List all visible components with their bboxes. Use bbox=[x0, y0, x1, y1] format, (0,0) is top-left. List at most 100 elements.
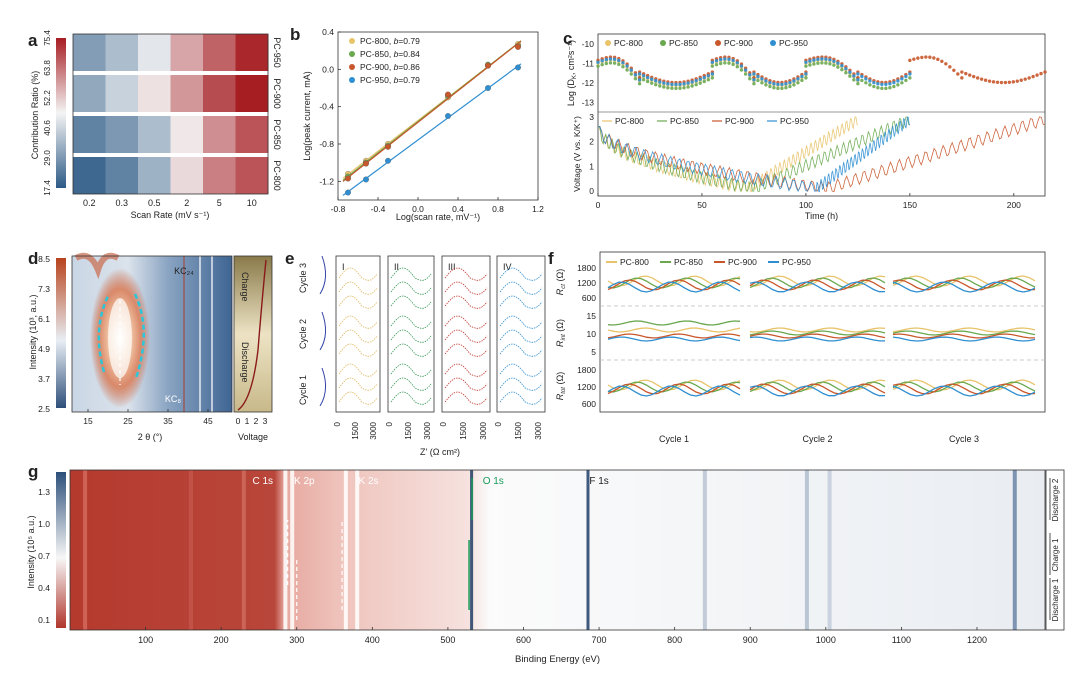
y-tick-label: -11 bbox=[582, 58, 594, 68]
cycle-label: Cycle 2 bbox=[298, 319, 308, 349]
x-category-label: Cycle 1 bbox=[659, 434, 689, 444]
diffusion-point bbox=[760, 77, 764, 81]
diffusion-point bbox=[694, 79, 698, 83]
diffusion-point bbox=[828, 58, 832, 62]
spectral-band bbox=[343, 470, 348, 630]
stage-label: Charge 1 bbox=[1051, 538, 1060, 571]
diffusion-point bbox=[856, 78, 860, 82]
diffusion-point bbox=[650, 77, 654, 81]
nyquist-curve bbox=[444, 391, 488, 405]
heatmap-cell bbox=[235, 116, 269, 153]
x-tick-label: 15 bbox=[83, 416, 93, 426]
x-tick-label: 0.5 bbox=[148, 198, 161, 208]
nyquist-curve bbox=[444, 295, 488, 309]
diffusion-point bbox=[932, 56, 936, 60]
diffusion-point bbox=[756, 74, 760, 79]
x-tick-label: 3000 bbox=[369, 421, 378, 439]
row-label: PC-900 bbox=[272, 78, 282, 109]
x-tick-label: 0.0 bbox=[412, 204, 424, 214]
diffusion-point bbox=[739, 64, 744, 68]
column-label: III bbox=[448, 262, 456, 272]
diffusion-point bbox=[920, 55, 924, 60]
heatmap-frame bbox=[72, 33, 269, 195]
plot-frame bbox=[337, 31, 539, 201]
y-tick-label: 15 bbox=[587, 311, 597, 321]
row-label: PC-850 bbox=[272, 119, 282, 150]
colorbar-tick: 1.0 bbox=[38, 519, 50, 529]
stage-strip bbox=[1045, 469, 1065, 631]
diffusion-point bbox=[868, 79, 872, 83]
heatmap-cell bbox=[105, 34, 139, 71]
diffusion-point bbox=[836, 65, 840, 69]
diffusion-point bbox=[743, 68, 748, 72]
x-tick-label: 0.2 bbox=[83, 198, 96, 208]
colorbar-tick: 63.8 bbox=[43, 60, 52, 76]
resistance-line bbox=[749, 277, 886, 289]
subscript: tot bbox=[561, 387, 567, 394]
resistance-line bbox=[892, 275, 1036, 287]
y-tick-label: -12 bbox=[582, 78, 595, 88]
colorbar bbox=[56, 472, 66, 628]
diffusion-point bbox=[848, 70, 852, 74]
side-x-axis-label: Voltage bbox=[238, 432, 268, 442]
resistance-line bbox=[607, 320, 741, 326]
eis-frame bbox=[335, 255, 381, 413]
diffusion-point bbox=[844, 70, 848, 75]
diffusion-point bbox=[904, 78, 908, 83]
diffusion-point bbox=[1043, 70, 1047, 74]
y-axis-label: Rint (Ω) bbox=[555, 319, 567, 347]
diffusion-point bbox=[812, 58, 816, 62]
x-tick-label: 0 bbox=[596, 200, 601, 210]
nyquist-curve bbox=[390, 329, 432, 343]
diffusion-point bbox=[625, 64, 629, 68]
resistance-line bbox=[749, 281, 886, 293]
diffusion-point bbox=[892, 84, 896, 89]
peak-label: K 2s bbox=[359, 476, 379, 487]
colorbar-tick: 0.4 bbox=[38, 583, 50, 593]
cycle-label: Cycle 3 bbox=[298, 263, 308, 293]
legend-b: b bbox=[394, 75, 399, 85]
diffusion-point bbox=[706, 74, 711, 78]
resistance-line bbox=[892, 279, 1036, 291]
colorbar-tick: 52.2 bbox=[43, 90, 52, 106]
diffusion-point bbox=[666, 86, 670, 90]
diffusion-point bbox=[784, 86, 788, 90]
x-tick-label: 3000 bbox=[534, 421, 543, 439]
diffusion-point bbox=[718, 61, 723, 66]
column-label: I bbox=[342, 262, 345, 272]
heatmap-cell bbox=[105, 157, 139, 194]
y-tick-label: -13 bbox=[582, 97, 595, 107]
diffusion-point bbox=[752, 82, 756, 86]
resistance-line bbox=[892, 383, 1036, 395]
diffusion-point bbox=[880, 82, 884, 87]
legend-label: PC-800 bbox=[614, 38, 643, 48]
diffusion-point bbox=[999, 80, 1004, 85]
spectral-band bbox=[470, 470, 474, 630]
diffusion-point bbox=[804, 72, 808, 76]
x-tick-label: 0.3 bbox=[115, 198, 128, 208]
diffusion-point bbox=[690, 80, 694, 84]
legend-label: PC-800 bbox=[615, 116, 644, 126]
diffusion-point bbox=[860, 74, 864, 79]
spectral-band bbox=[355, 470, 360, 630]
side-x-tick-label: 2 bbox=[254, 416, 259, 426]
nyquist-curve bbox=[444, 343, 488, 357]
diffusion-point bbox=[710, 76, 715, 80]
nyquist-curve bbox=[499, 329, 543, 343]
spectral-band bbox=[188, 470, 193, 630]
diffusion-point bbox=[788, 84, 792, 89]
diffusion-point bbox=[956, 72, 960, 76]
legend-label: PC-900 bbox=[724, 38, 753, 48]
diffusion-point bbox=[979, 77, 984, 81]
diffusion-point bbox=[641, 78, 646, 82]
x-axis-label: Scan Rate (mV s⁻¹) bbox=[131, 210, 210, 220]
diffusion-point bbox=[686, 85, 690, 89]
spectral-band bbox=[1012, 470, 1017, 630]
y-tick-label: 1800 bbox=[577, 263, 596, 273]
diffusion-point bbox=[804, 60, 808, 64]
diffusion-point bbox=[629, 68, 633, 72]
diffusion-point bbox=[612, 57, 617, 61]
diffusion-point bbox=[900, 81, 904, 85]
y-axis-label: Intensity (10⁵ a.u.) bbox=[26, 515, 36, 588]
arrow-left bbox=[97, 295, 110, 373]
